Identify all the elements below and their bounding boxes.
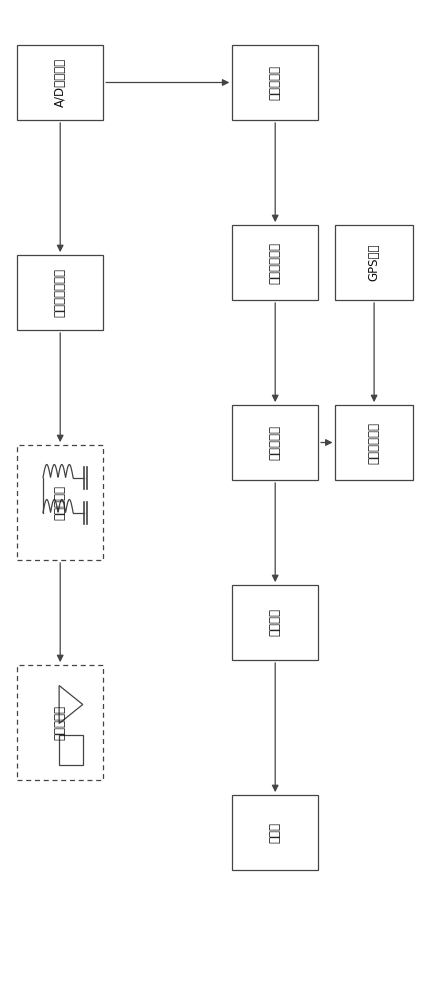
Text: 量程自适应单元: 量程自适应单元 (54, 268, 67, 317)
Bar (17, 45, 103, 120)
Bar (232, 795, 318, 870)
Text: 大容量存储器: 大容量存储器 (368, 422, 381, 464)
Text: 低通滤波器: 低通滤波器 (54, 485, 67, 520)
Text: 上位机: 上位机 (269, 822, 282, 843)
Bar (17, 665, 103, 780)
Bar (17, 445, 103, 560)
Bar (17, 255, 103, 330)
Text: 第二处理器: 第二处理器 (269, 425, 282, 460)
Bar (232, 225, 318, 300)
Text: 隔离放大器: 隔离放大器 (54, 705, 67, 740)
Bar (232, 45, 318, 120)
Bar (335, 225, 413, 300)
Bar (335, 405, 413, 480)
Text: A/D采样单元: A/D采样单元 (54, 58, 67, 107)
Bar (232, 585, 318, 660)
Text: 以太网口: 以太网口 (269, 608, 282, 637)
Bar (59, 734, 83, 764)
Text: GPS时标: GPS时标 (368, 244, 381, 281)
Text: 第一处理器: 第一处理器 (269, 65, 282, 100)
Bar (232, 405, 318, 480)
Text: 双端口存储器: 双端口存储器 (269, 242, 282, 284)
